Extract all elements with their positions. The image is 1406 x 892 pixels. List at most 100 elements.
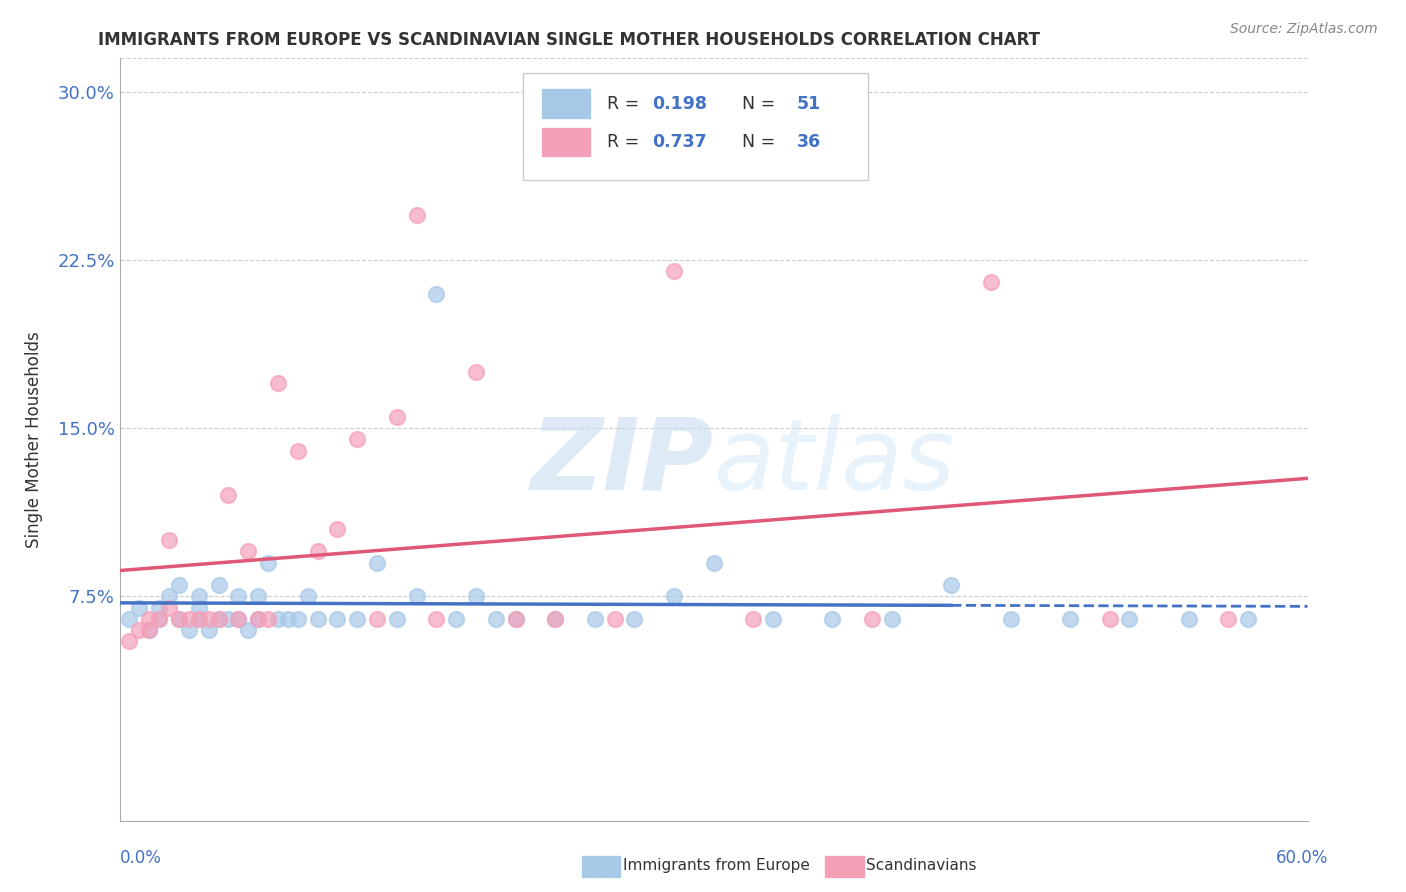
Text: 51: 51 (797, 95, 821, 112)
Point (207, 612, 229, 626)
Point (346, 612, 368, 626)
Point (742, 612, 765, 626)
Point (366, 612, 388, 626)
Point (187, 590, 209, 604)
Point (277, 612, 299, 626)
Point (405, 590, 427, 604)
Point (505, 612, 527, 626)
Text: 0.0%: 0.0% (120, 849, 162, 867)
Point (247, 612, 270, 626)
Point (207, 578, 229, 592)
Point (1059, 612, 1081, 626)
Point (217, 612, 239, 626)
Point (118, 634, 141, 648)
Text: atlas: atlas (714, 414, 955, 511)
Text: 0.737: 0.737 (652, 133, 706, 151)
Point (148, 612, 170, 626)
Text: N =: N = (731, 133, 782, 151)
Point (167, 612, 190, 626)
Text: IMMIGRANTS FROM EUROPE VS SCANDINAVIAN SINGLE MOTHER HOUSEHOLDS CORRELATION CHAR: IMMIGRANTS FROM EUROPE VS SCANDINAVIAN S… (98, 31, 1040, 49)
Point (167, 612, 190, 626)
Point (485, 612, 508, 626)
Point (148, 600, 170, 615)
Point (1237, 612, 1260, 626)
FancyBboxPatch shape (523, 73, 868, 180)
FancyBboxPatch shape (541, 88, 591, 119)
FancyBboxPatch shape (541, 127, 591, 157)
Point (238, 623, 260, 637)
Point (157, 600, 180, 615)
Point (238, 544, 260, 558)
Point (138, 612, 160, 626)
Point (177, 612, 200, 626)
Point (366, 556, 388, 570)
Point (118, 612, 141, 626)
Point (1118, 612, 1140, 626)
Point (603, 612, 626, 626)
Point (187, 612, 209, 626)
Point (128, 623, 150, 637)
Point (821, 612, 844, 626)
Point (544, 612, 567, 626)
Point (385, 612, 408, 626)
Point (346, 433, 368, 447)
Point (662, 264, 685, 278)
Point (425, 612, 447, 626)
Point (297, 590, 319, 604)
Text: 0.198: 0.198 (652, 95, 707, 112)
Point (207, 612, 229, 626)
Text: R =: R = (606, 133, 644, 151)
Point (326, 522, 349, 536)
Point (464, 590, 488, 604)
Point (505, 612, 527, 626)
Point (464, 365, 488, 379)
Point (880, 612, 903, 626)
Point (197, 623, 219, 637)
Text: 60.0%: 60.0% (1277, 849, 1329, 867)
Point (267, 612, 290, 626)
Point (307, 612, 329, 626)
Point (247, 590, 270, 604)
Point (307, 544, 329, 558)
Point (662, 590, 685, 604)
Point (980, 275, 1002, 289)
Point (148, 612, 170, 626)
Point (187, 600, 209, 615)
Point (623, 612, 645, 626)
Point (187, 612, 209, 626)
Text: Scandinavians: Scandinavians (866, 858, 977, 872)
Point (267, 376, 290, 391)
Point (157, 590, 180, 604)
Text: ZIP: ZIP (530, 414, 714, 511)
Point (228, 612, 250, 626)
Point (197, 612, 219, 626)
Point (138, 623, 160, 637)
Text: R =: R = (606, 95, 644, 112)
Point (1000, 612, 1022, 626)
Text: Immigrants from Europe: Immigrants from Europe (623, 858, 810, 872)
Text: N =: N = (731, 95, 782, 112)
Point (385, 409, 408, 424)
Point (1178, 612, 1201, 626)
Point (405, 208, 427, 222)
Point (1098, 612, 1121, 626)
Point (177, 623, 200, 637)
Text: Source: ZipAtlas.com: Source: ZipAtlas.com (1230, 22, 1378, 37)
Point (544, 612, 567, 626)
Point (247, 612, 270, 626)
Point (1218, 612, 1240, 626)
Point (167, 578, 190, 592)
Point (425, 286, 447, 301)
Point (257, 556, 280, 570)
Point (287, 612, 309, 626)
Point (228, 590, 250, 604)
Point (287, 443, 309, 458)
Point (157, 533, 180, 548)
Point (228, 612, 250, 626)
Point (941, 578, 963, 592)
Text: 36: 36 (797, 133, 821, 151)
Y-axis label: Single Mother Households: Single Mother Households (25, 331, 44, 548)
Point (138, 623, 160, 637)
Point (860, 612, 883, 626)
Point (583, 612, 606, 626)
